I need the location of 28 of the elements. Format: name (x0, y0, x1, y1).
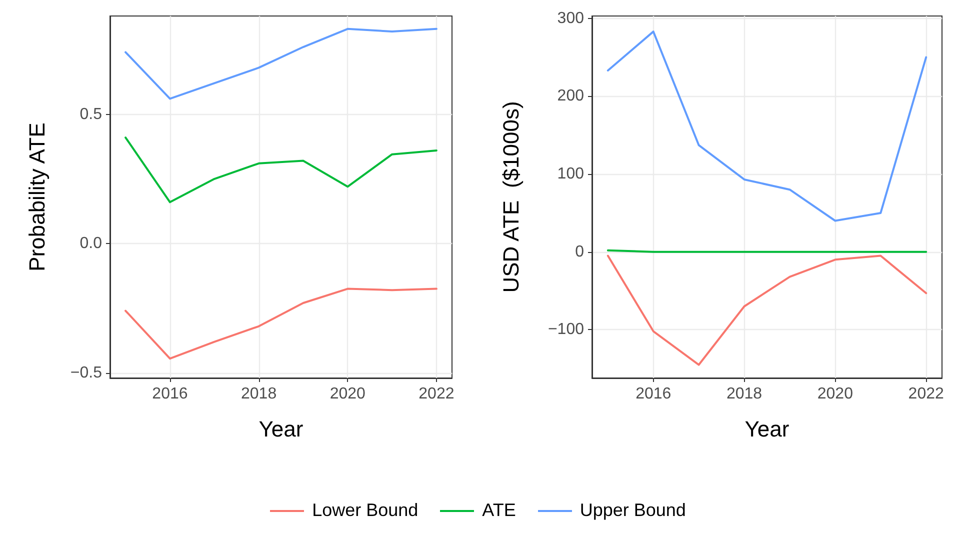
x-axis-title: Year (258, 416, 304, 442)
x-tick-label: 2016 (152, 386, 188, 402)
x-tick-label: 2020 (817, 386, 854, 402)
y-axis-title: Probability ATE (24, 122, 50, 272)
x-tick-label: 2018 (240, 386, 277, 402)
x-tick-label: 2020 (330, 386, 366, 402)
y-tick-label: 0.0 (80, 235, 102, 252)
x-axis-title: Year (744, 416, 790, 442)
x-tick-label: 2022 (418, 386, 454, 402)
legend-label: ATE (482, 500, 516, 521)
line-series (606, 254, 928, 366)
x-tick-label: 2016 (636, 386, 672, 402)
y-axis-title: USD ATE ($1000s) (498, 101, 524, 293)
y-tick-label: 300 (557, 10, 584, 27)
x-tick-label: 2018 (726, 386, 762, 402)
legend-label: Lower Bound (312, 500, 418, 521)
y-tick-label: 0.5 (80, 106, 102, 123)
line-series (124, 136, 438, 204)
legend-label: Upper Bound (580, 500, 686, 521)
y-tick-label: 0 (575, 243, 584, 260)
y-tick-label: 100 (557, 166, 584, 183)
y-tick-label: −100 (548, 321, 584, 338)
line-series (124, 28, 438, 100)
y-tick-label: 200 (557, 88, 584, 105)
y-tick-label: −0.5 (70, 364, 102, 382)
x-tick-label: 2022 (908, 386, 944, 402)
line-series (124, 288, 438, 360)
line-series (606, 30, 928, 222)
